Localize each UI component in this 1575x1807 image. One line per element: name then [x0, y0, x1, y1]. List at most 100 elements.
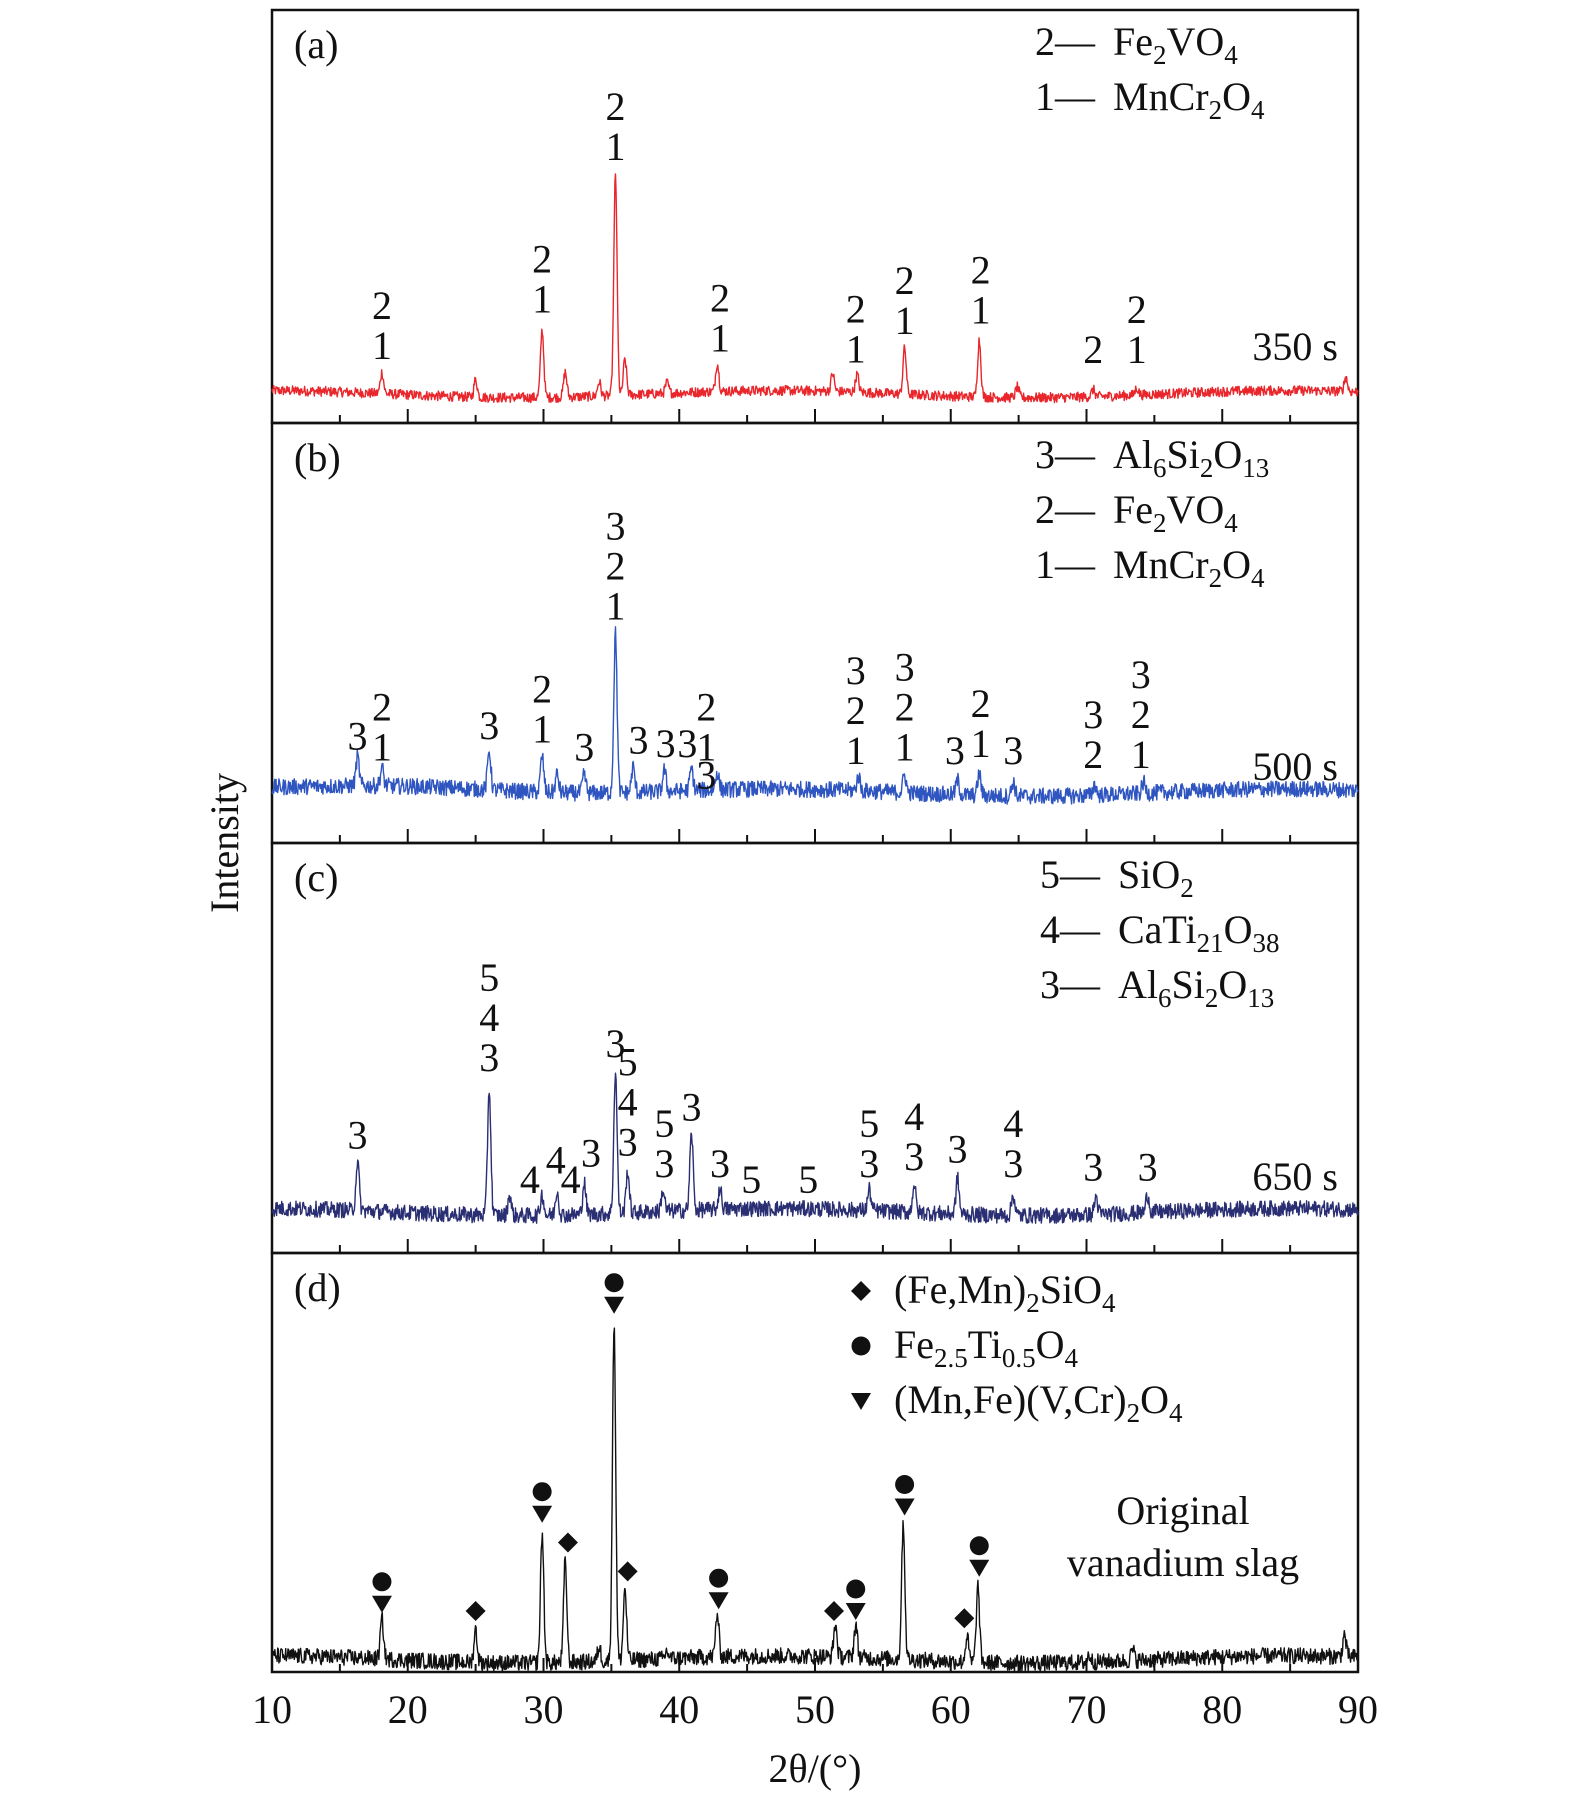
legend-dash: —	[1059, 852, 1101, 897]
legend-formula: MnCr2O4	[1113, 74, 1265, 125]
legend-dash: —	[1054, 74, 1096, 119]
formula-text: Ti	[968, 1322, 1002, 1367]
formula-text: Fe	[1113, 19, 1153, 64]
peak-marker-label: 1	[846, 728, 866, 773]
peak-triangle-symbol	[708, 1592, 729, 1610]
formula-text: O	[1224, 907, 1253, 952]
peak-marker-label: 2	[846, 286, 866, 331]
peak-marker-label: 3	[895, 645, 915, 690]
peak-marker-label: 3	[681, 1084, 701, 1129]
formula-subscript: 2	[1209, 563, 1223, 593]
legend-key: 2—	[1035, 487, 1096, 532]
x-ticks	[271, 829, 1359, 843]
formula-subscript: 2	[1200, 453, 1214, 483]
peak-marker-label: 2	[971, 247, 991, 292]
peak-marker-label: 3	[348, 1113, 368, 1158]
legend-key: 3—	[1035, 432, 1096, 477]
formula-text: Si	[1167, 432, 1200, 477]
formula-text: Fe	[894, 1322, 934, 1367]
peak-marker-label: 1	[696, 725, 716, 770]
y-axis-title: Intensity	[202, 773, 247, 913]
peak-circle-symbol	[604, 1273, 624, 1293]
time-label: 500 s	[1252, 744, 1338, 789]
peak-marker-label: 5	[741, 1157, 761, 1202]
legend-formula: Al6Si2O13	[1118, 962, 1274, 1013]
formula-subscript: 4	[1251, 563, 1265, 593]
peak-diamond-symbol	[465, 1600, 486, 1621]
formula-subscript: 4	[1065, 1343, 1079, 1373]
peak-marker-label: 3	[1003, 728, 1023, 773]
peak-circle-symbol	[372, 1572, 392, 1592]
formula-subscript: 2	[1026, 1288, 1040, 1318]
legend-key: 2—	[1035, 19, 1096, 64]
formula-subscript: 13	[1247, 983, 1274, 1013]
formula-text: SiO	[1040, 1267, 1102, 1312]
formula-subscript: 6	[1158, 983, 1172, 1013]
peak-marker-label: 3	[846, 648, 866, 693]
peak-marker-label: 3	[948, 1127, 968, 1172]
peak-marker-label: 2	[1131, 692, 1151, 737]
peak-marker-label: 3	[629, 717, 649, 762]
peak-marker-label: 1	[971, 287, 991, 332]
formula-text: O	[1222, 542, 1251, 587]
peak-marker-label: 5	[798, 1157, 818, 1202]
peak-marker-label: 5	[859, 1101, 879, 1146]
peak-marker-label: 5	[654, 1101, 674, 1146]
legend-key: 5—	[1040, 852, 1101, 897]
legend-dash: —	[1054, 19, 1096, 64]
peak-marker-label: 3	[581, 1130, 601, 1175]
peak-marker-label: 1	[532, 277, 552, 322]
legend-formula: SiO2	[1118, 852, 1194, 903]
peak-marker-label: 5	[618, 1040, 638, 1085]
peak-marker-label: 4	[1003, 1101, 1023, 1146]
formula-subscript: 4	[1169, 1398, 1183, 1428]
legend-formula: MnCr2O4	[1113, 542, 1265, 593]
formula-subscript: 4	[1224, 508, 1238, 538]
x-tick-label: 10	[252, 1687, 292, 1732]
formula-text: O	[1213, 432, 1242, 477]
peak-marker-label: 3	[605, 1021, 625, 1066]
legend-key-number: 5	[1040, 852, 1060, 897]
time-label: 350 s	[1252, 324, 1338, 369]
peak-marker-label: 1	[372, 323, 392, 368]
legend-formula: Fe2VO4	[1113, 487, 1238, 538]
peak-marker-label: 3	[859, 1141, 879, 1186]
sample-label-line-1: Original	[1116, 1488, 1249, 1533]
legend-formula: Al6Si2O13	[1113, 432, 1269, 483]
peak-diamond-symbol	[824, 1600, 845, 1621]
peak-marker-label: 3	[1083, 692, 1103, 737]
x-ticks	[271, 1239, 1359, 1253]
formula-text: O	[1222, 74, 1251, 119]
peak-marker-label: 2	[1083, 327, 1103, 372]
peak-circle-symbol	[969, 1536, 989, 1556]
panel-frame	[270, 8, 1360, 425]
x-ticks	[271, 409, 1359, 423]
peak-marker-label: 4	[618, 1080, 638, 1125]
formula-text: MnCr	[1113, 542, 1209, 587]
peak-marker-label: 1	[846, 326, 866, 371]
formula-text: O	[1140, 1377, 1169, 1422]
peak-marker-label: 3	[479, 1035, 499, 1080]
x-tick-label: 90	[1338, 1687, 1378, 1732]
x-tick-label: 50	[795, 1687, 835, 1732]
sample-label-line-2: vanadium slag	[1067, 1540, 1299, 1585]
formula-subscript: 2	[1127, 1398, 1141, 1428]
peak-marker-label: 3	[574, 725, 594, 770]
peak-marker-label: 3	[1131, 652, 1151, 697]
peak-diamond-symbol	[954, 1608, 975, 1629]
formula-text: SiO	[1118, 852, 1180, 897]
peak-marker-label: 3	[618, 1120, 638, 1165]
panel-label: (a)	[294, 22, 338, 67]
formula-subscript: 38	[1252, 928, 1279, 958]
formula-subscript: 2.5	[934, 1343, 968, 1373]
formula-text: Fe	[1113, 487, 1153, 532]
legend-key-number: 3	[1035, 432, 1055, 477]
formula-text: VO	[1167, 487, 1225, 532]
peak-triangle-symbol	[894, 1498, 915, 1516]
